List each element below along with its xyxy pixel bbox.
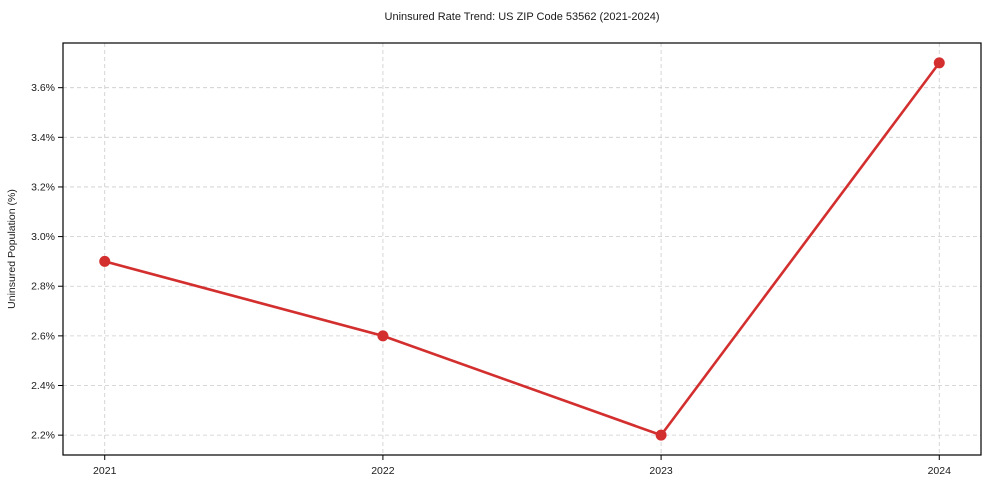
data-series xyxy=(99,57,945,441)
x-tick-label: 2022 xyxy=(371,465,395,477)
data-point-2023 xyxy=(655,429,667,441)
data-point-2022 xyxy=(377,330,389,342)
y-axis-label: Uninsured Population (%) xyxy=(6,189,18,309)
x-tick-label: 2023 xyxy=(649,465,673,477)
data-point-2024 xyxy=(933,57,945,69)
y-tick-label: 3.4% xyxy=(31,132,55,144)
plot-border xyxy=(62,42,982,456)
y-tick-label: 3.2% xyxy=(31,181,55,193)
axes: 2.2% 2.4% 2.6% 2.8% 3.0% 3.2% 3.4% 3.6% 2021 2022… xyxy=(31,82,951,477)
y-tick-label: 2.8% xyxy=(31,281,55,293)
x-tick-label: 2024 xyxy=(928,465,952,477)
y-tick-label: 3.0% xyxy=(31,231,55,243)
data-point-2021 xyxy=(99,255,111,267)
trend-line xyxy=(103,61,941,437)
y-tick-label: 2.2% xyxy=(31,430,55,442)
y-tick-label: 3.6% xyxy=(31,82,55,94)
chart-title: Uninsured Rate Trend: US ZIP Code 53562 … xyxy=(385,11,660,23)
y-tick-label: 2.4% xyxy=(31,380,55,392)
x-tick-label: 2021 xyxy=(93,465,117,477)
gridlines xyxy=(63,43,981,455)
y-tick-label: 2.6% xyxy=(31,330,55,342)
